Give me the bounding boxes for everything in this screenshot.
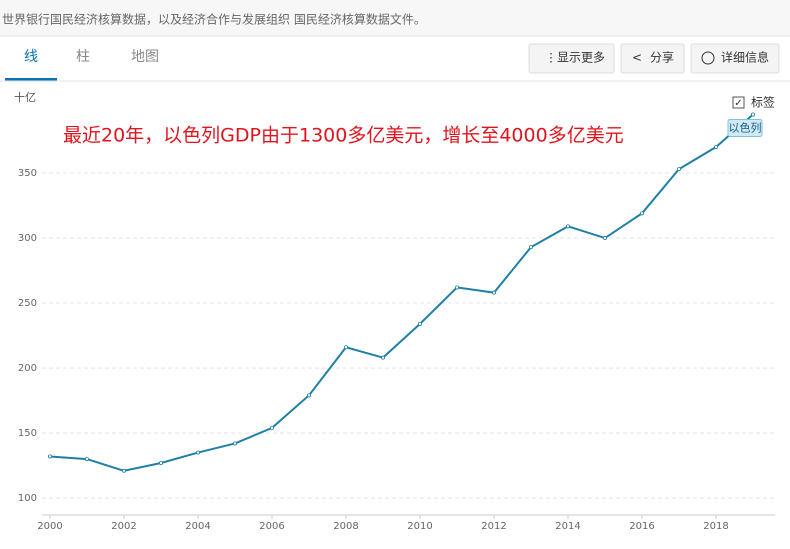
button[interactable] <box>528 43 615 74</box>
point <box>491 290 496 295</box>
series-label-box <box>727 119 763 138</box>
point <box>640 211 645 216</box>
point <box>85 457 90 462</box>
point <box>48 454 53 459</box>
x-tick-label: 2016 <box>629 521 654 532</box>
button-icon: < <box>632 51 642 65</box>
point <box>454 285 459 290</box>
point <box>380 355 385 360</box>
series-line <box>49 113 754 472</box>
button-icon <box>701 51 715 65</box>
point <box>714 145 719 150</box>
point <box>122 468 127 473</box>
annotation: 最近20年，以色列GDP由于1300多亿美元，增长至4000多亿美元 <box>63 125 624 147</box>
point <box>751 112 756 117</box>
point <box>566 224 571 229</box>
point <box>269 425 274 430</box>
x-tick-label: 2010 <box>407 521 432 532</box>
button[interactable] <box>620 43 685 74</box>
x-tick-label: 2014 <box>555 521 580 532</box>
button-label: 分享 <box>650 50 674 65</box>
point <box>529 245 534 250</box>
button-label: 详细信息 <box>721 50 769 65</box>
x-tick-label: 2008 <box>333 521 358 532</box>
series-label: 以色列 <box>729 121 762 135</box>
check: ✓ <box>734 98 742 109</box>
y-tick-label: 300 <box>18 233 37 244</box>
y-axis-label: 十亿 <box>14 90 36 104</box>
x-tick-label: 2004 <box>185 521 210 532</box>
x-tick-label: 2002 <box>111 521 136 532</box>
point <box>603 236 608 241</box>
tab[interactable]: 地图 <box>131 49 159 65</box>
button[interactable] <box>690 43 780 74</box>
x-tick-label: 2000 <box>37 521 62 532</box>
tab[interactable]: 柱 <box>76 49 90 65</box>
button-icon: ⋮ <box>545 51 557 65</box>
point <box>343 345 348 350</box>
point <box>158 460 163 465</box>
point <box>417 321 422 326</box>
point <box>677 167 682 172</box>
button-label: 显示更多 <box>557 51 605 65</box>
tab[interactable]: 线 <box>24 49 38 65</box>
header-text: 世界银行国民经济核算数据，以及经济合作与发展组织 国民经济核算数据文件。 <box>2 12 426 27</box>
header-bar <box>0 0 790 36</box>
y-tick-label: 250 <box>18 298 37 309</box>
y-tick-label: 100 <box>18 493 37 504</box>
x-tick-label: 2006 <box>259 521 284 532</box>
point <box>306 393 311 398</box>
point <box>195 450 200 455</box>
legend-toggle[interactable]: 标签 <box>751 95 775 110</box>
x-tick-label: 2012 <box>481 521 506 532</box>
y-tick-label: 150 <box>18 428 37 439</box>
point <box>232 441 237 446</box>
x-tick-label: 2018 <box>703 521 728 532</box>
y-tick-label: 200 <box>18 363 37 374</box>
tab-underline <box>5 78 57 81</box>
y-tick-label: 350 <box>18 168 37 179</box>
checkbox[interactable] <box>732 96 745 109</box>
